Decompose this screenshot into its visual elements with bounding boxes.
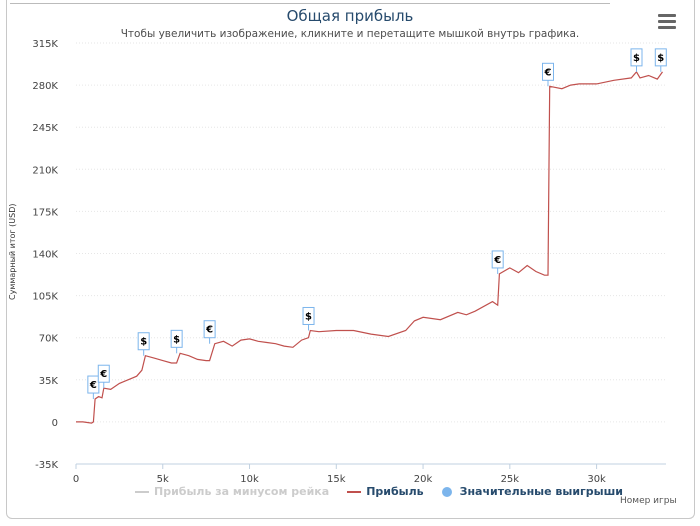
x-axis-title: Номер игры — [620, 496, 677, 506]
legend-item-significant-wins[interactable]: Значительные выигрыши — [441, 485, 623, 498]
y-tick-label: 35K — [39, 376, 59, 387]
profit-series-line — [76, 70, 663, 424]
legend-item-profit[interactable]: Прибыль — [347, 485, 424, 498]
win-flag-symbol: $ — [173, 334, 180, 345]
chart-title: Общая прибыль — [286, 7, 414, 25]
y-tick-label: 245K — [32, 123, 58, 134]
y-tick-label: 280K — [32, 81, 58, 92]
win-flag-box — [654, 48, 667, 67]
x-tick-label: 5k — [157, 474, 169, 485]
win-flag-symbol: € — [89, 380, 97, 391]
win-flag-symbol: $ — [305, 311, 312, 322]
win-flag-box — [302, 306, 315, 325]
y-tick-label: 315K — [32, 39, 58, 50]
win-flag-box — [542, 62, 554, 81]
legend-item-net-profit[interactable]: Прибыль за минусом рейка — [135, 485, 329, 498]
x-tick-label: 25k — [501, 474, 520, 485]
x-tick-label: 0 — [73, 474, 79, 485]
legend: Прибыль за минусом рейка Прибыль Значите… — [135, 485, 641, 498]
win-flag-box — [491, 250, 504, 269]
hamburger-menu-icon[interactable] — [658, 14, 676, 30]
x-tick-label: 20k — [414, 474, 433, 485]
win-flag-box — [630, 48, 643, 67]
win-flag-box — [137, 332, 150, 351]
legend-dot-blue — [441, 486, 452, 497]
win-flag-symbol: € — [205, 325, 213, 336]
chart-container — [6, 0, 695, 519]
win-flag-box — [203, 320, 216, 339]
x-tick-label: 15k — [327, 474, 346, 485]
win-flag-box — [170, 329, 183, 348]
chart-subtitle: Чтобы увеличить изображение, кликните и … — [120, 28, 580, 40]
x-tick-label: 10k — [240, 474, 259, 485]
win-flag-symbol: $ — [140, 337, 147, 348]
win-flag-symbol: € — [544, 67, 552, 78]
y-tick-label: -35K — [35, 460, 58, 471]
win-flag-symbol: € — [493, 255, 501, 266]
legend-label-significant-wins: Значительные выигрыши — [459, 485, 623, 498]
win-flag-symbol: $ — [633, 53, 640, 64]
legend-label-profit: Прибыль — [366, 485, 424, 498]
y-tick-label: 175K — [32, 207, 58, 218]
x-tick-label: 30k — [587, 474, 606, 485]
top-toolbar-edge — [10, 0, 610, 4]
y-tick-label: 70K — [39, 334, 59, 345]
win-flag-symbol: $ — [657, 53, 664, 64]
y-tick-label: 210K — [32, 165, 58, 176]
legend-line-gray — [135, 490, 149, 493]
y-tick-label: 0 — [52, 418, 58, 429]
win-flag-box — [97, 364, 110, 383]
y-tick-label: 105K — [32, 292, 58, 303]
y-tick-label: 140K — [32, 250, 58, 261]
win-flag-symbol: € — [99, 369, 107, 380]
win-flag-box — [87, 375, 100, 394]
legend-label-net-profit: Прибыль за минусом рейка — [154, 485, 330, 498]
legend-line-red — [347, 490, 362, 493]
